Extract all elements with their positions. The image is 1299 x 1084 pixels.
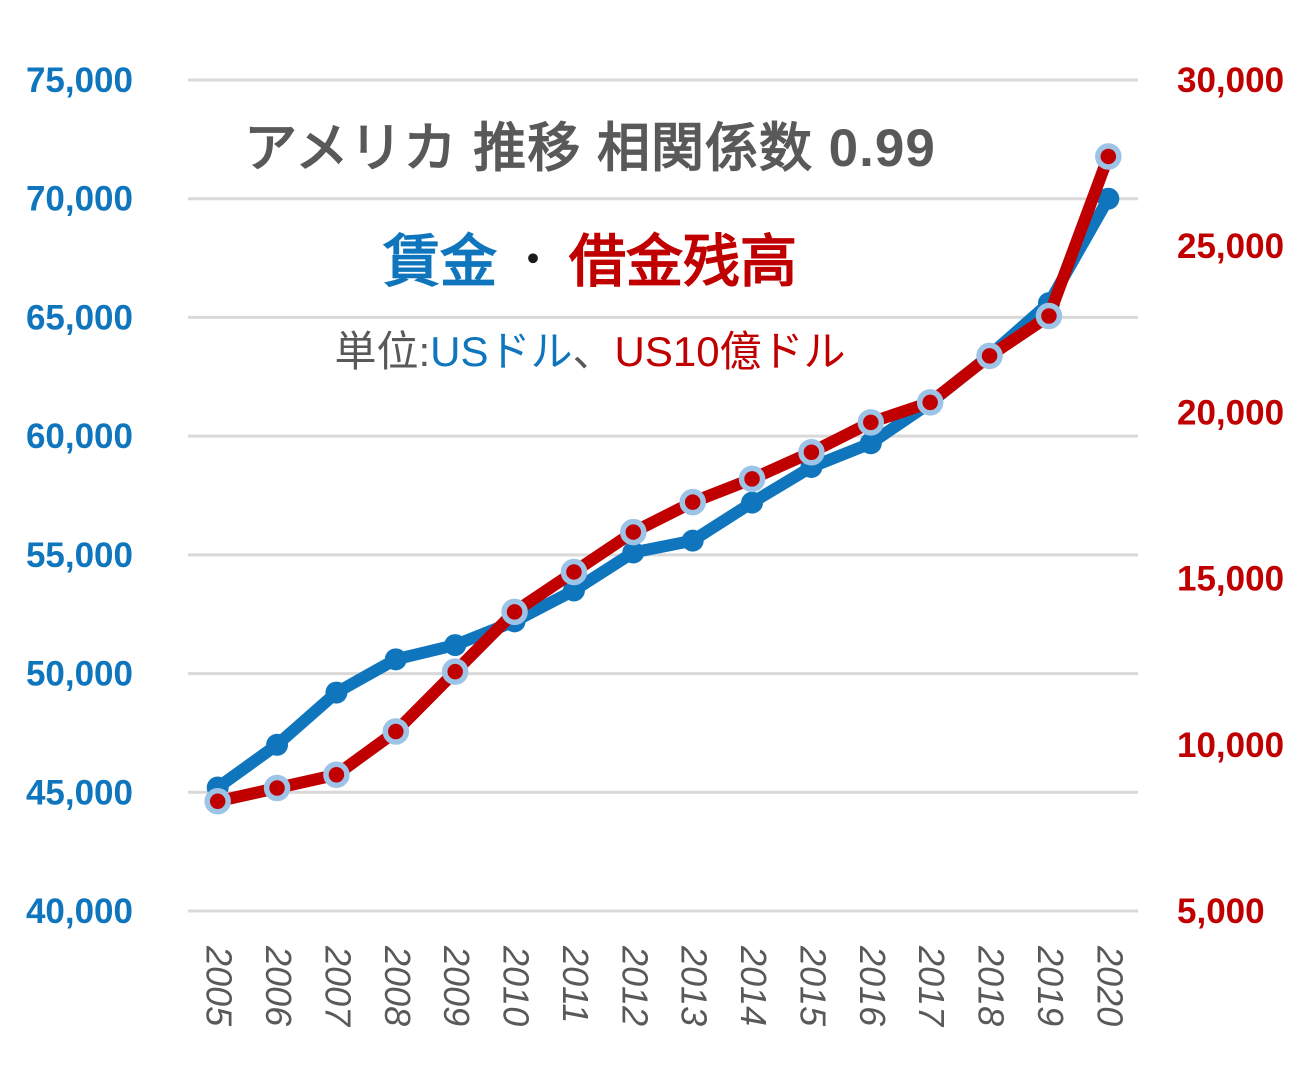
left-axis-tick-labels: 75,000 70,000 65,000 60,000 55,000 50,000 45,0… bbox=[26, 61, 133, 931]
debt-data-point bbox=[560, 558, 588, 586]
x-axis-year-label: 2017 bbox=[911, 945, 952, 1028]
wage-data-point bbox=[266, 733, 289, 756]
wage-data-point bbox=[859, 432, 882, 455]
right-axis-tick-labels: 30,000 25,000 20,000 15,000 10,000 5,000 bbox=[1177, 61, 1284, 931]
debt-data-point bbox=[798, 439, 825, 466]
debt-data-point bbox=[916, 389, 944, 416]
x-axis-year-label: 2009 bbox=[436, 945, 477, 1026]
wage-data-point bbox=[325, 681, 348, 704]
x-axis-year-label: 2011 bbox=[555, 945, 596, 1023]
debt-series-line bbox=[211, 150, 1115, 808]
debt-data-point bbox=[679, 488, 706, 516]
debt-data-point bbox=[738, 465, 766, 493]
debt-data-point bbox=[382, 718, 410, 745]
wage-data-point bbox=[741, 491, 764, 514]
x-axis-year-label: 2007 bbox=[317, 945, 358, 1028]
x-axis-year-label: 2012 bbox=[614, 945, 655, 1026]
left-axis-tick-label: 40,000 bbox=[26, 892, 133, 931]
right-axis-tick-label: 15,000 bbox=[1177, 560, 1284, 599]
x-axis-tick-labels: 2005 2006 2007 2008 2009 2010 2011 2012 2013 2014… bbox=[199, 945, 1131, 1028]
debt-data-point bbox=[976, 342, 1003, 370]
left-axis-tick-label: 75,000 bbox=[26, 61, 133, 100]
x-axis-year-label: 2018 bbox=[971, 945, 1012, 1026]
x-axis-year-label: 2006 bbox=[258, 945, 299, 1027]
x-axis-year-label: 2015 bbox=[792, 945, 833, 1027]
debt-data-point bbox=[204, 788, 231, 815]
right-axis-tick-label: 10,000 bbox=[1177, 726, 1284, 765]
right-axis-tick-label: 20,000 bbox=[1177, 393, 1284, 432]
left-axis-tick-label: 55,000 bbox=[26, 536, 133, 575]
right-axis-tick-label: 25,000 bbox=[1177, 227, 1284, 266]
wage-data-point bbox=[444, 634, 467, 657]
series-lines bbox=[204, 143, 1122, 815]
wage-data-point bbox=[622, 541, 645, 564]
debt-data-point bbox=[501, 598, 528, 626]
left-axis-tick-label: 60,000 bbox=[26, 417, 133, 456]
right-axis-tick-label: 5,000 bbox=[1177, 892, 1265, 931]
debt-data-point bbox=[620, 518, 647, 546]
gridlines bbox=[188, 78, 1138, 913]
left-axis-tick-label: 70,000 bbox=[26, 180, 133, 219]
debt-data-point bbox=[1095, 143, 1122, 170]
debt-data-point bbox=[1035, 302, 1063, 330]
x-axis-year-label: 2014 bbox=[733, 945, 774, 1026]
wage-data-point bbox=[384, 648, 407, 671]
wage-data-point bbox=[1097, 187, 1120, 210]
wage-series-line bbox=[211, 192, 1115, 794]
left-axis-tick-label: 65,000 bbox=[26, 298, 133, 337]
wage-data-point bbox=[562, 579, 585, 602]
wage-data-point bbox=[681, 529, 704, 552]
debt-data-point bbox=[857, 409, 885, 436]
left-axis-tick-label: 50,000 bbox=[26, 655, 133, 694]
x-axis-year-label: 2013 bbox=[674, 945, 715, 1026]
x-axis-year-label: 2005 bbox=[199, 945, 240, 1027]
x-axis-year-label: 2020 bbox=[1089, 945, 1130, 1026]
debt-data-point bbox=[441, 658, 469, 685]
right-axis-tick-label: 30,000 bbox=[1177, 61, 1284, 100]
x-axis-year-label: 2010 bbox=[496, 945, 537, 1026]
x-axis-year-label: 2008 bbox=[377, 945, 418, 1026]
debt-data-point bbox=[263, 774, 291, 802]
left-axis-tick-label: 45,000 bbox=[26, 773, 133, 812]
x-axis-year-label: 2016 bbox=[852, 945, 893, 1027]
debt-data-point bbox=[323, 761, 350, 788]
x-axis-year-label: 2019 bbox=[1030, 945, 1071, 1026]
